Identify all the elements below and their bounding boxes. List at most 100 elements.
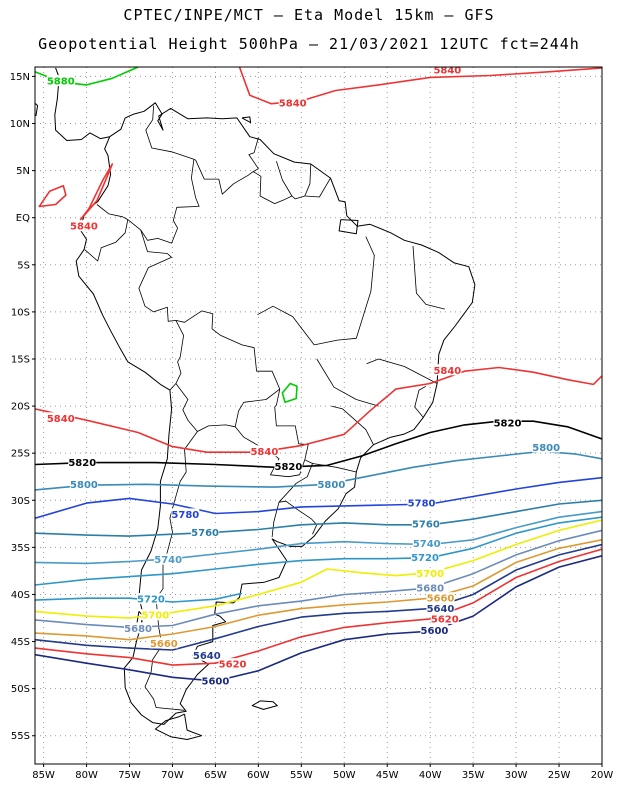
coastline — [190, 44, 211, 50]
contour-label-bg — [141, 609, 170, 621]
contour-label-5640: 5640 — [427, 604, 455, 615]
country-border — [276, 161, 293, 197]
contour-label-bg — [154, 553, 183, 565]
contour-label-bg — [201, 675, 230, 687]
contour-label-bg — [426, 602, 455, 614]
contour-label-5600: 5600 — [421, 626, 449, 637]
country-border — [304, 177, 331, 198]
lat-tick-label: 50S — [11, 684, 30, 695]
lon-tick-label: 30W — [505, 770, 528, 781]
lon-tick-label: 35W — [462, 770, 485, 781]
country-outlines — [35, 44, 476, 740]
contour-label-5680: 5680 — [416, 583, 444, 594]
contour-5660 — [35, 539, 602, 641]
contour-label-bg — [433, 63, 462, 75]
contour-label-bg — [411, 517, 440, 529]
contour-label-5640: 5640 — [193, 651, 221, 662]
contour-5600 — [35, 555, 602, 682]
contour-label-5800: 5800 — [70, 480, 98, 491]
country-border — [414, 385, 427, 418]
contour-5840 — [35, 366, 602, 453]
contour-label-5800: 5800 — [532, 443, 560, 454]
contour-label-bg — [191, 526, 220, 538]
contour-label-bg — [171, 508, 200, 520]
lat-tick-label: 25S — [11, 449, 30, 460]
contour-5840 — [79, 163, 114, 221]
contour-label-bg — [149, 637, 178, 649]
contour-label-5620: 5620 — [431, 614, 459, 625]
contour-5780 — [35, 476, 602, 519]
contour-label-5740: 5740 — [413, 539, 441, 550]
contour-label-5780: 5780 — [408, 499, 436, 510]
contour-label-bg — [250, 445, 279, 457]
lon-tick-label: 85W — [32, 770, 55, 781]
contour-label-5800: 5800 — [317, 480, 345, 491]
contour-label-5720: 5720 — [137, 595, 165, 606]
country-border — [234, 388, 281, 427]
contour-label-5820: 5820 — [494, 419, 522, 430]
coastline — [35, 102, 39, 117]
lon-tick-label: 80W — [75, 770, 98, 781]
contour-label-5700: 5700 — [416, 569, 444, 580]
country-border — [314, 236, 375, 346]
country-border — [96, 105, 200, 244]
contour-label-bg — [420, 624, 449, 636]
coastline — [241, 116, 252, 124]
chart-subtitle: Geopotential Height 500hPa – 21/03/2021 … — [38, 35, 580, 53]
lat-tick-label: EQ — [16, 213, 30, 224]
lat-tick-label: 45S — [11, 637, 30, 648]
contour-label-5820: 5820 — [275, 462, 303, 473]
lon-tick-label: 45W — [376, 770, 399, 781]
lat-tick-label: 30S — [11, 496, 30, 507]
contour-label-5880: 5880 — [47, 77, 75, 88]
country-border — [412, 245, 445, 310]
contour-label-bg — [46, 412, 75, 424]
contour-label-5740: 5740 — [154, 555, 182, 566]
contour-label-5820: 5820 — [68, 458, 96, 469]
country-border — [316, 358, 379, 407]
lon-tick-label: 40W — [419, 770, 442, 781]
contour-label-5840: 5840 — [70, 222, 98, 233]
country-border — [257, 305, 315, 346]
contour-label-bg — [532, 441, 561, 453]
lat-tick-label: 20S — [11, 402, 30, 413]
lon-tick-label: 50W — [333, 770, 356, 781]
coastline — [338, 219, 359, 235]
chart-title: CPTEC/INPE/MCT – Eta Model 15km – GFS — [123, 6, 495, 24]
contour-label-5700: 5700 — [141, 611, 169, 622]
contour-label-5680: 5680 — [124, 624, 152, 635]
contour-label-bg — [407, 497, 436, 509]
contour-5840 — [238, 67, 602, 105]
contour-5840 — [38, 184, 67, 208]
coastline — [251, 700, 278, 710]
country-border — [278, 459, 313, 503]
contour-label-5840: 5840 — [47, 414, 75, 425]
coastline — [154, 713, 203, 740]
contour-label-5840: 5840 — [433, 366, 461, 377]
contour-label-5760: 5760 — [191, 528, 219, 539]
lat-tick-label: 10S — [11, 307, 30, 318]
contour-label-5840: 5840 — [279, 98, 307, 109]
country-border — [175, 310, 309, 460]
country-border — [84, 219, 129, 262]
coastline — [75, 102, 476, 725]
contour-5880 — [281, 382, 298, 404]
lat-tick-label: 40S — [11, 590, 30, 601]
contour-label-bg — [69, 220, 98, 232]
contour-label-5620: 5620 — [219, 660, 247, 671]
contour-label-bg — [416, 581, 445, 593]
grid-lines — [35, 67, 603, 764]
contour-5740 — [35, 510, 602, 565]
country-border — [312, 463, 357, 473]
contour-5720 — [35, 516, 602, 586]
contour-labels: 5880 5840 5840 5840 5840 5840 5840 5820 5820 5820… — [46, 63, 561, 688]
lat-tick-label: 5N — [16, 166, 30, 177]
lon-tick-label: 60W — [247, 770, 270, 781]
contour-5640 — [35, 543, 602, 651]
lat-tick-label: 15S — [11, 354, 30, 365]
country-border — [138, 229, 184, 391]
country-border — [331, 405, 374, 445]
contour-label-bg — [136, 593, 165, 605]
lat-tick-label: 55S — [11, 731, 30, 742]
